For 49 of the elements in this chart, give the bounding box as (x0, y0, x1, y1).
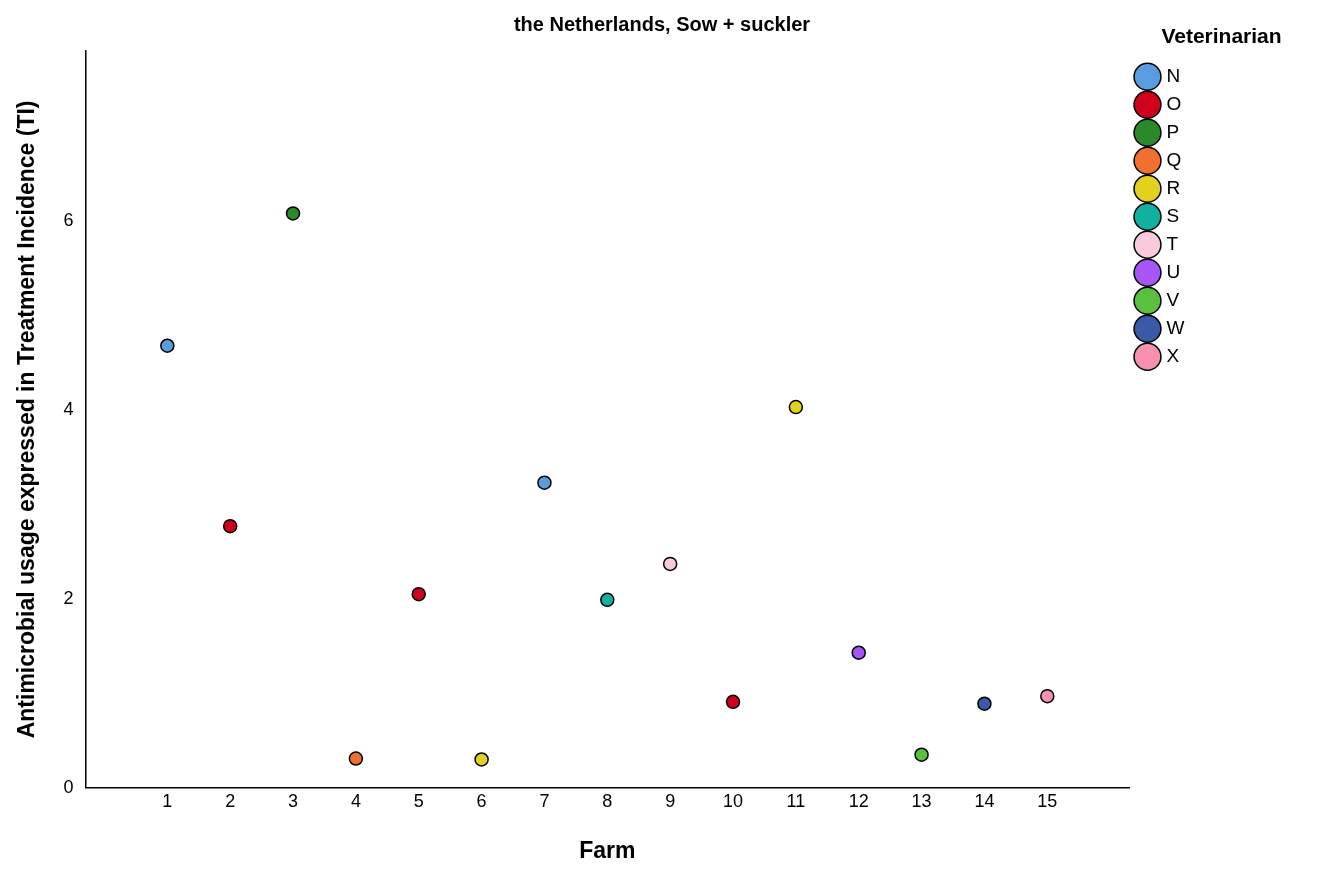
point (222, 518, 238, 534)
chart-title: the Netherlands, Sow + suckler (513, 12, 811, 35)
x-tick-label: 10 (723, 790, 744, 811)
x-tick-label: 4 (350, 790, 361, 811)
point (411, 586, 426, 602)
x-tick-label: 5 (413, 790, 424, 811)
x-tick-label: 7 (539, 790, 550, 811)
y-tick-label: 0 (63, 776, 74, 797)
y-tick-label: 4 (63, 398, 74, 419)
x-tick-label: 2 (225, 790, 236, 811)
point (474, 752, 489, 767)
legend-label: W (1166, 316, 1185, 338)
y-tick-label: 6 (63, 210, 74, 230)
legend-label: P (1166, 120, 1180, 142)
x-tick-label: 3 (288, 790, 299, 811)
x-tick-label: 14 (974, 790, 995, 811)
point (725, 694, 741, 710)
point (348, 751, 364, 766)
point (788, 399, 804, 415)
point (537, 475, 552, 490)
point (285, 206, 301, 221)
legend-label: R (1166, 176, 1181, 198)
point (600, 592, 615, 608)
legend-label: V (1166, 288, 1180, 310)
point (977, 696, 992, 711)
point (160, 338, 175, 353)
legend-label: U (1166, 260, 1181, 282)
legend-label: O (1166, 92, 1182, 114)
point (662, 556, 678, 572)
legend-label: X (1166, 344, 1180, 366)
x-tick-label: 13 (911, 790, 932, 811)
legend-label: N (1166, 64, 1181, 86)
x-tick-label: 12 (848, 790, 869, 811)
y-axis-title: Antimicrobial usage expressed in Treatment Incidence (TI) (13, 100, 40, 739)
legend-title: Veterinarian (1161, 24, 1282, 48)
x-tick-label: 1 (162, 790, 173, 811)
point (1040, 688, 1055, 704)
legend-label: Q (1166, 148, 1182, 170)
x-tick-label: 11 (786, 790, 806, 811)
y-tick-label: 2 (63, 587, 74, 608)
x-tick-label: 6 (476, 790, 487, 811)
point (914, 747, 929, 762)
point (851, 645, 866, 660)
x-tick-label: 8 (602, 790, 613, 811)
legend-label: S (1166, 204, 1180, 226)
x-axis-title: Farm (579, 836, 636, 863)
x-tick-label: 9 (665, 790, 676, 811)
x-tick-label: 15 (1037, 790, 1058, 811)
legend-label: T (1166, 232, 1179, 254)
